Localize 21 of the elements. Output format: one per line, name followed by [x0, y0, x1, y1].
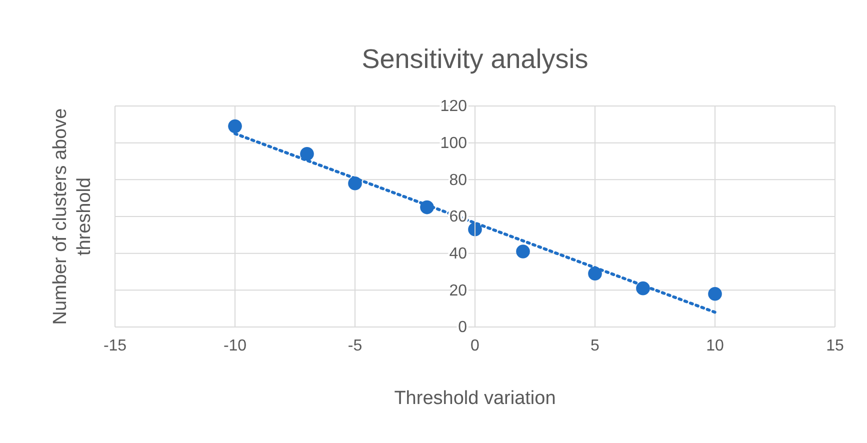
x-tick-label: 15 — [826, 337, 844, 354]
point — [588, 266, 602, 280]
y-axis-title: Number of clusters above threshold — [50, 108, 95, 325]
point — [708, 286, 722, 301]
x-tick-label: -5 — [348, 337, 362, 354]
y-tick-label: 80 — [449, 172, 468, 189]
y-tick-label: 120 — [440, 98, 468, 116]
y-tick-label: 40 — [449, 245, 468, 262]
x-tick-label: 10 — [706, 337, 724, 354]
point — [516, 244, 530, 258]
x-tick-label: 0 — [470, 337, 480, 354]
x-tick-label: -10 — [223, 337, 247, 354]
point — [300, 146, 314, 161]
y-tick-label: 20 — [449, 282, 468, 300]
chart-title: Sensitivity analysis — [362, 44, 588, 74]
y-tick-label: 100 — [440, 134, 468, 152]
y-tick-label: 0 — [458, 319, 468, 336]
point — [228, 119, 242, 134]
x-tick-label: -15 — [103, 337, 127, 354]
x-axis-title: Threshold variation — [394, 388, 556, 409]
x-tick-label: 5 — [590, 337, 600, 354]
